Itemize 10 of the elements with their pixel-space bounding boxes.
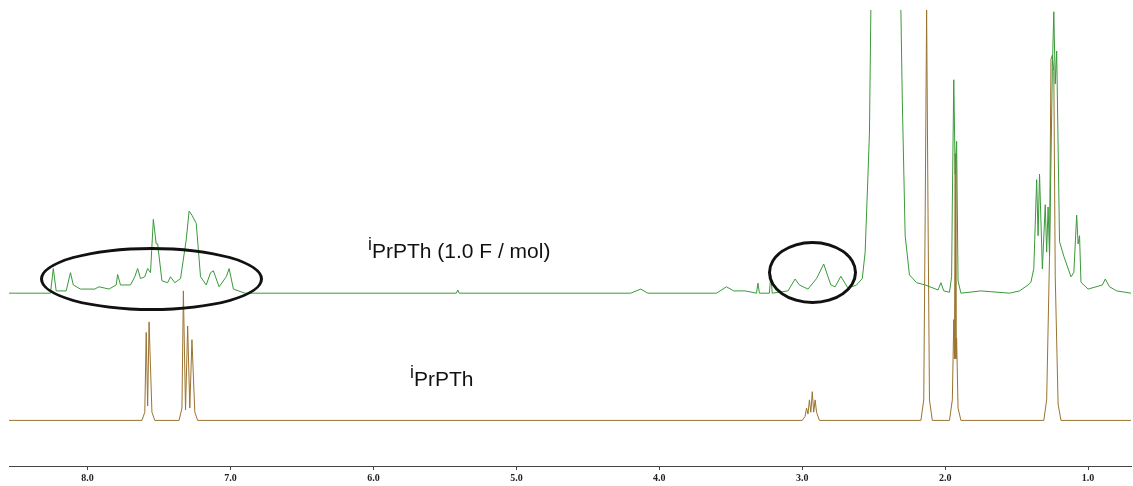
- series-label: $^{i}$PrPTh (1.0 F / mol): [368, 234, 551, 263]
- series-label: $^{i}$PrPTh: [410, 362, 474, 391]
- x-tick-label: 7.0: [224, 471, 237, 483]
- x-tick-label: 8.0: [81, 471, 94, 483]
- x-tick-label: 2.0: [938, 471, 952, 483]
- x-tick-label: 6.0: [367, 471, 380, 483]
- x-tick-label: 3.0: [796, 471, 809, 483]
- x-tick-label: 5.0: [510, 471, 523, 483]
- x-tick-label: 4.0: [653, 471, 666, 483]
- x-tick-label: 1.0: [1081, 471, 1095, 483]
